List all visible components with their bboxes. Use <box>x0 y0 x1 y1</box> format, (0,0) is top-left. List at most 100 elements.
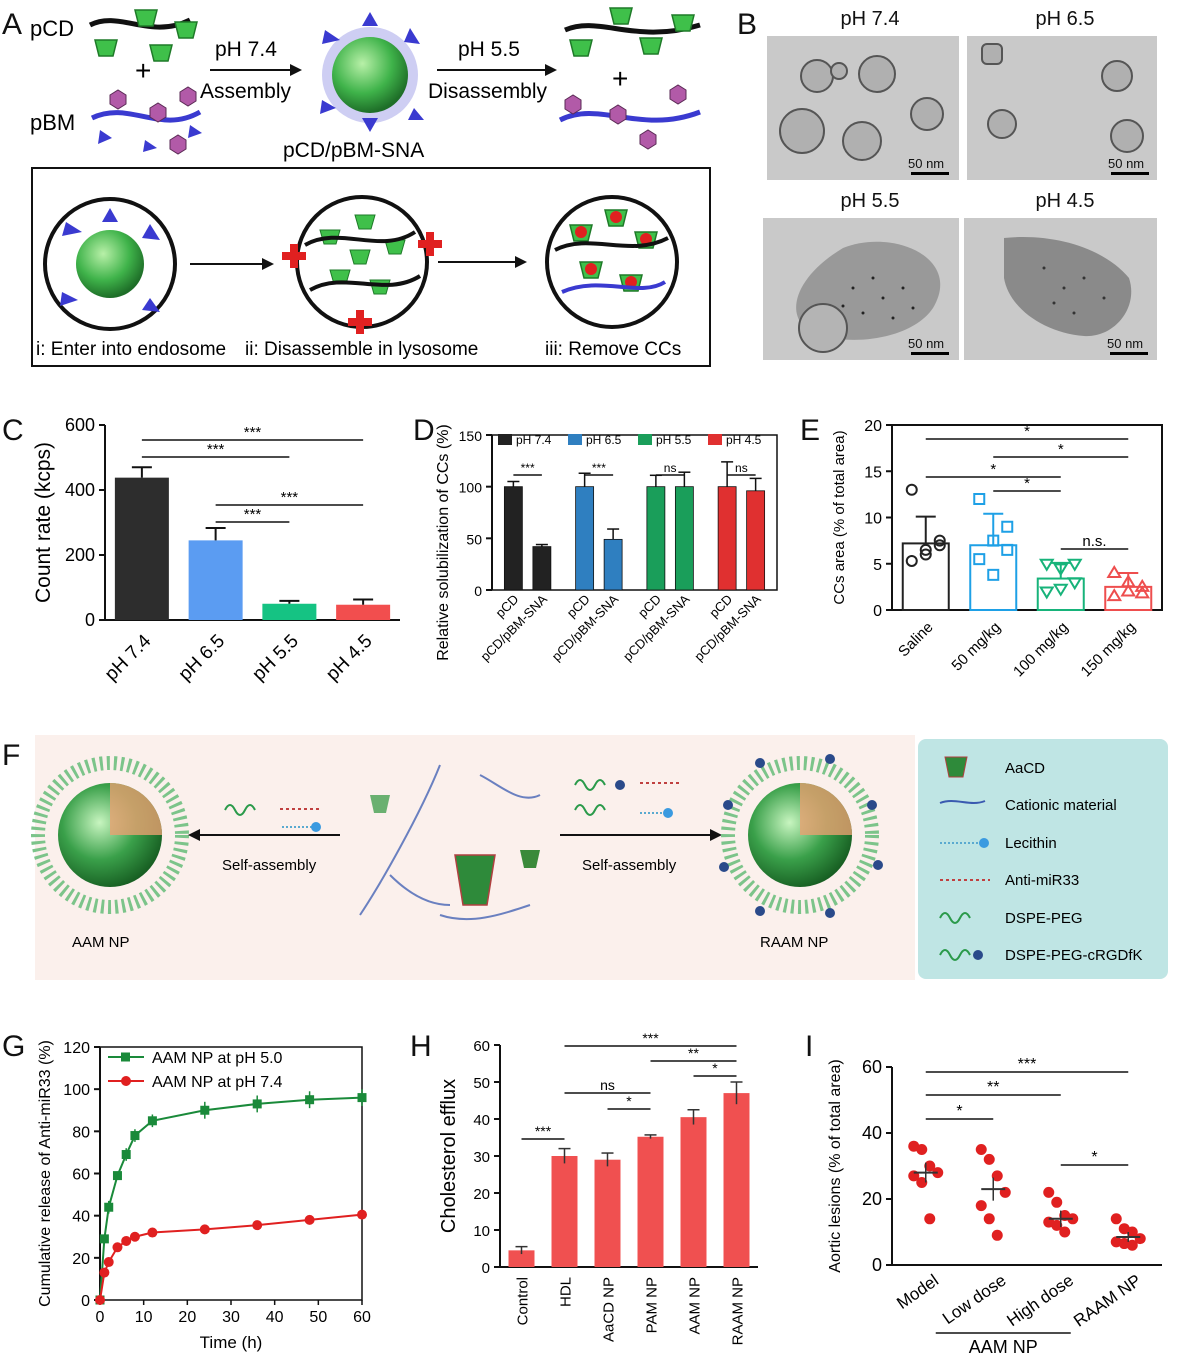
chart-g-point <box>147 1116 157 1126</box>
chart-c-bar <box>188 540 243 620</box>
chart-e-point <box>1134 585 1151 599</box>
chart-e-y-tick-label: 0 <box>873 603 882 620</box>
chart-e-significance-label: * <box>1024 475 1030 492</box>
chart-i-significance-label: * <box>1091 1149 1097 1166</box>
panel-letter-b: B <box>737 8 758 41</box>
tem-title-55: pH 5.5 <box>840 190 900 212</box>
chart-g-series-line <box>99 1096 363 1301</box>
chart-g-series-line <box>99 1213 363 1301</box>
chart-d-legend-label: pH 4.5 <box>726 433 762 447</box>
chart-e-x-tick-label: Saline <box>895 619 937 661</box>
sna-sphere <box>332 37 408 113</box>
legend-item-3: Anti-miR33 <box>1005 872 1079 889</box>
chart-g-point <box>99 1267 110 1278</box>
chart-h-significance-label: * <box>626 1093 632 1109</box>
chart-i-point <box>1134 1233 1146 1245</box>
chart-h-x-tick-label: PAM NP <box>644 1277 661 1333</box>
panel-letter-g: G <box>2 1030 26 1063</box>
chart-e-significance-label: * <box>990 461 996 478</box>
chart-e-point <box>919 548 932 561</box>
chart-g-legend-label: AAM NP at pH 5.0 <box>152 1050 283 1067</box>
right-arrow-label: Self-assembly <box>582 857 677 874</box>
stage3-label: iii: Remove CCs <box>545 339 681 360</box>
chart-c-x-tick-label: pH 7.4 <box>101 630 156 685</box>
chart-e-point <box>1052 563 1069 577</box>
scale-bar-74 <box>911 172 949 175</box>
chart-d-y-axis-label: Relative solubilization of CCs (%) <box>435 424 452 661</box>
chart-h-y-tick-label: 60 <box>473 1038 490 1055</box>
panel-f-schematic: AAM NP Self-assembly Self-assembly RAAM … <box>31 754 1143 964</box>
chart-c-y-tick-label: 600 <box>65 415 95 435</box>
scale-bar-55 <box>911 352 949 355</box>
step1-ph: pH 7.4 <box>215 38 277 61</box>
chart-d-bar <box>746 490 766 591</box>
panel-letter-h: H <box>410 1030 432 1063</box>
chart-g-x-tick-label: 40 <box>266 1309 284 1326</box>
chart-e-significance-label: * <box>1058 441 1064 458</box>
chart-d-bar <box>717 486 737 591</box>
complex-label: pCD/pBM-SNA <box>283 139 424 162</box>
legend-item-5: DSPE-PEG-cRGDfK <box>1005 947 1143 964</box>
chart-c-x-tick-label: pH 6.5 <box>175 631 229 685</box>
legend-box <box>918 739 1168 979</box>
chart-d-significance-label: ns <box>735 461 748 475</box>
chart-g-legend-marker <box>121 1076 131 1086</box>
chart-h-y-tick-label: 10 <box>473 1223 490 1240</box>
tem-image-45 <box>964 218 1157 360</box>
chart-e-point <box>1066 577 1083 591</box>
chart-e-point <box>1001 520 1014 533</box>
chart-d-significance-label: *** <box>521 461 535 475</box>
chart-d-legend-swatch <box>568 434 582 445</box>
chart-h-significance-label: * <box>712 1060 718 1076</box>
chart-e-y-tick-label: 10 <box>864 511 882 528</box>
chart-e-x-tick-label: 50 mg/kg <box>948 619 1004 675</box>
chart-e-point <box>1120 574 1137 588</box>
chart-c-bar <box>114 477 169 620</box>
chart-d-legend-label: pH 6.5 <box>586 433 622 447</box>
panel-letter-c: C <box>2 414 24 447</box>
chart-c-bar <box>336 604 391 620</box>
chart-h-significance-label: *** <box>642 1030 659 1046</box>
chart-i-x-tick-label: RAAM NP <box>1070 1271 1144 1331</box>
chart-i-point <box>1043 1186 1055 1198</box>
scale-bar-65 <box>1111 172 1149 175</box>
chart-c-significance-label: *** <box>244 506 262 523</box>
chart-g-point <box>112 1171 122 1181</box>
chart-e-point <box>919 543 932 556</box>
chart-c-y-tick-label: 400 <box>65 480 95 500</box>
chart-d-frame <box>491 434 778 591</box>
chart-g-point <box>199 1224 210 1235</box>
tem-image-74 <box>767 36 959 180</box>
chart-h-x-tick-label: Control <box>515 1277 532 1325</box>
chart-g-point <box>305 1095 315 1105</box>
chart-d-bar <box>575 486 595 591</box>
tem-title-74: pH 7.4 <box>840 8 900 30</box>
step2-ph: pH 5.5 <box>458 38 520 61</box>
chart-g-x-tick-label: 20 <box>178 1309 196 1326</box>
chart-g-y-tick-label: 40 <box>72 1209 90 1226</box>
chart-i-point <box>1059 1226 1071 1238</box>
chart-g-legend-label: AAM NP at pH 7.4 <box>152 1074 283 1091</box>
panel-letter-i: I <box>805 1030 814 1063</box>
chart-e-y-tick-label: 20 <box>864 418 882 435</box>
chart-e-point <box>933 539 946 552</box>
chart-i-y-axis-label: Aortic lesions (% of total area) <box>827 1059 844 1272</box>
chart-h-significance-label: *** <box>535 1123 552 1139</box>
chart-g-point <box>147 1227 158 1238</box>
chart-c-bar <box>262 603 317 620</box>
chart-e-point <box>1120 583 1137 597</box>
chart-g-point <box>357 1209 367 1220</box>
chart-h-x-tick-label: RAAM NP <box>730 1277 747 1345</box>
chart-i-point <box>924 1213 936 1225</box>
chart-e-point <box>987 568 1000 581</box>
chart-d-y-tick-label: 150 <box>459 428 483 444</box>
chart-h-bar <box>594 1159 621 1267</box>
stage2-label: ii: Disassemble in lysosome <box>245 339 478 360</box>
chart-g-x-tick-label: 50 <box>309 1309 327 1326</box>
chart-e-y-tick-label: 5 <box>873 557 882 574</box>
raam-np-label: RAAM NP <box>760 934 828 951</box>
tem-image-55 <box>763 218 959 360</box>
chart-d-significance-label: ns <box>664 461 677 475</box>
chart-i-significance-label: *** <box>1018 1056 1037 1073</box>
chart-g-point <box>129 1231 140 1242</box>
